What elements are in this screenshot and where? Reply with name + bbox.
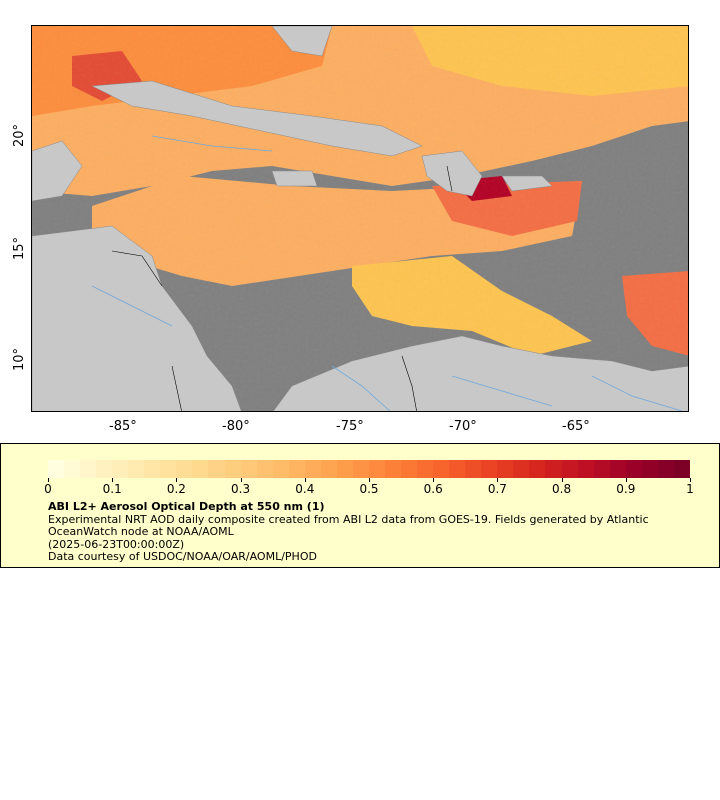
colorbar-segment [336, 460, 353, 478]
central-america [32, 225, 242, 411]
lat-label-20: 20° [12, 123, 28, 148]
colorbar-tick-label: 0.3 [231, 482, 251, 496]
lat-label-15: 15° [12, 236, 28, 261]
lon-label-85: -85° [109, 419, 137, 434]
borders [111, 165, 453, 411]
cuba [91, 80, 423, 157]
yucatan [32, 140, 83, 202]
colorbar-segment [256, 460, 273, 478]
colorbar-segment [384, 460, 402, 478]
colorbar [48, 460, 690, 478]
colorbar-segment [449, 460, 466, 478]
colorbar-segment [657, 460, 674, 478]
colorbar-segment [160, 460, 177, 478]
colorbar-segment [240, 460, 257, 478]
south-america [273, 335, 688, 411]
colorbar-segment [320, 460, 337, 478]
colorbar-tick [497, 478, 499, 482]
colorbar-tick-label: 0 [44, 482, 52, 496]
lon-label-75: -75° [336, 419, 364, 434]
jamaica [271, 170, 318, 187]
colorbar-tick-label: 1 [686, 482, 694, 496]
colorbar-tick-label: 0.1 [102, 482, 122, 496]
colorbar-segment [304, 460, 321, 478]
lon-label-70: -70° [449, 419, 477, 434]
colorbar-segment [609, 460, 626, 478]
colorbar-tick-label: 0.8 [552, 482, 572, 496]
colorbar-tick [112, 478, 114, 482]
legend-credit: Data courtesy of USDOC/NOAA/OAR/AOML/PHO… [48, 550, 317, 563]
colorbar-segment [128, 460, 145, 478]
colorbar-segment [545, 460, 562, 478]
lat-label-10: 10° [12, 347, 28, 372]
colorbar-tick [369, 478, 370, 482]
colorbar-segment [481, 460, 498, 478]
colorbar-tick [625, 478, 627, 482]
legend-date: (2025-06-23T00:00:00Z) [48, 538, 185, 551]
colorbar-segment [64, 460, 81, 478]
colorbar-segment [48, 460, 65, 478]
map-panel [31, 25, 689, 412]
colorbar-tick-label: 0.9 [616, 482, 636, 496]
florida [271, 26, 333, 57]
colorbar-segment [352, 460, 369, 478]
colorbar-tick-label: 0.7 [487, 482, 507, 496]
colorbar-segment [433, 460, 450, 478]
colorbar-tick [240, 478, 242, 482]
colorbar-segment [401, 460, 418, 478]
colorbar-segment [224, 460, 241, 478]
puerto-rico [501, 175, 553, 192]
rivers [91, 135, 683, 411]
colorbar-segment [144, 460, 161, 478]
colorbar-segment [625, 460, 642, 478]
colorbar-tick [690, 478, 691, 482]
land-masses [32, 26, 688, 411]
colorbar-segment [272, 460, 289, 478]
colorbar-tick-label: 0.2 [166, 482, 186, 496]
colorbar-tick-label: 0.4 [295, 482, 315, 496]
colorbar-segment [192, 460, 209, 478]
colorbar-segment [112, 460, 129, 478]
colorbar-tick [176, 478, 178, 482]
colorbar-segment [593, 460, 610, 478]
colorbar-tick-label: 0.6 [423, 482, 443, 496]
colorbar-segment [641, 460, 658, 478]
colorbar-segment [497, 460, 514, 478]
colorbar-segment [96, 460, 113, 478]
colorbar-segment [417, 460, 434, 478]
colorbar-segment [561, 460, 578, 478]
colorbar-segment [673, 460, 690, 478]
colorbar-segment [288, 460, 305, 478]
colorbar-tick [304, 478, 306, 482]
colorbar-tick [48, 478, 49, 482]
colorbar-segment [577, 460, 594, 478]
hispaniola [421, 150, 483, 197]
colorbar-tick [433, 478, 435, 482]
colorbar-segment [529, 460, 546, 478]
colorbar-segment [176, 460, 193, 478]
colorbar-segment [465, 460, 482, 478]
lon-label-80: -80° [222, 419, 250, 434]
colorbar-segment [208, 460, 225, 478]
legend-description: Experimental NRT AOD daily composite cre… [48, 513, 649, 538]
colorbar-segment [368, 460, 385, 478]
aod-map [32, 26, 688, 411]
colorbar-segment [513, 460, 530, 478]
legend-title: ABI L2+ Aerosol Optical Depth at 550 nm … [48, 500, 325, 513]
legend-panel: ABI L2+ Aerosol Optical Depth at 550 nm … [0, 443, 720, 568]
colorbar-tick [561, 478, 563, 482]
lon-label-65: -65° [562, 419, 590, 434]
colorbar-tick-label: 0.5 [359, 482, 379, 496]
colorbar-segment [80, 460, 97, 478]
